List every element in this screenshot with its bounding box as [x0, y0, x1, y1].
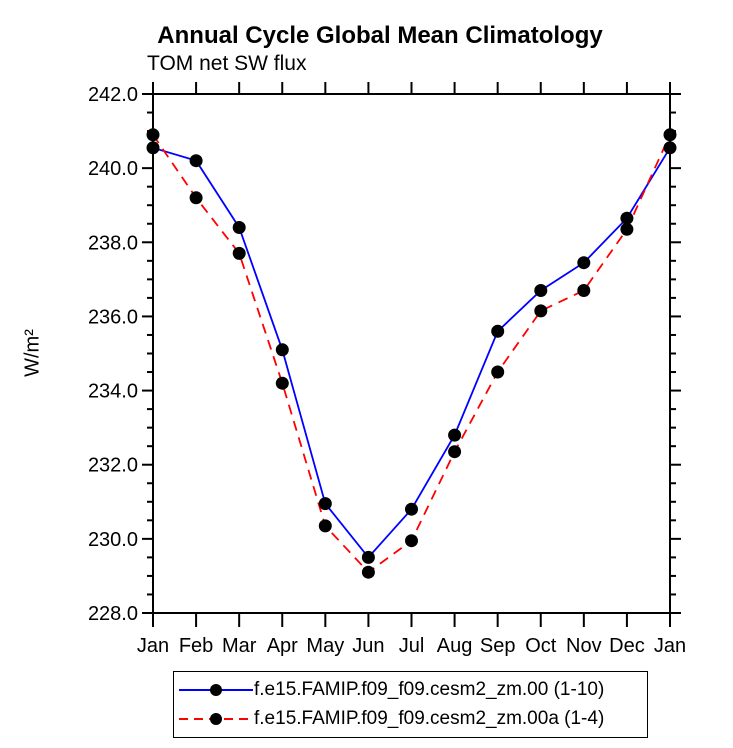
chart-title: Annual Cycle Global Mean Climatology: [157, 22, 603, 49]
legend-label: f.e15.FAMIP.f09_f09.cesm2_zm.00 (1-10): [254, 679, 605, 700]
svg-text:Jan: Jan: [137, 635, 169, 657]
svg-text:Feb: Feb: [179, 635, 213, 657]
svg-text:Sep: Sep: [480, 635, 516, 657]
svg-text:Jan: Jan: [654, 635, 686, 657]
svg-text:236.0: 236.0: [88, 306, 138, 328]
svg-text:240.0: 240.0: [88, 158, 138, 180]
svg-text:Mar: Mar: [222, 635, 257, 657]
legend: f.e15.FAMIP.f09_f09.cesm2_zm.00 (1-10) f…: [173, 671, 648, 738]
svg-text:238.0: 238.0: [88, 232, 138, 254]
legend-sample-0: [178, 682, 254, 698]
legend-item: f.e15.FAMIP.f09_f09.cesm2_zm.00a (1-4): [178, 708, 647, 730]
svg-text:228.0: 228.0: [88, 603, 138, 625]
svg-text:Nov: Nov: [566, 635, 602, 657]
svg-text:Dec: Dec: [609, 635, 645, 657]
svg-text:Oct: Oct: [525, 635, 557, 657]
legend-sample-1: [178, 711, 254, 727]
svg-text:232.0: 232.0: [88, 455, 138, 477]
svg-text:Aug: Aug: [437, 635, 473, 657]
svg-text:242.0: 242.0: [88, 84, 138, 106]
svg-text:234.0: 234.0: [88, 381, 138, 403]
svg-text:230.0: 230.0: [88, 529, 138, 551]
svg-text:Jul: Jul: [399, 635, 425, 657]
chart-subtitle: TOM net SW flux: [147, 52, 307, 75]
svg-text:Apr: Apr: [267, 635, 298, 657]
legend-item: f.e15.FAMIP.f09_f09.cesm2_zm.00 (1-10): [178, 679, 647, 701]
svg-text:May: May: [306, 635, 344, 657]
svg-text:Jun: Jun: [352, 635, 384, 657]
legend-label: f.e15.FAMIP.f09_f09.cesm2_zm.00a (1-4): [254, 708, 605, 729]
